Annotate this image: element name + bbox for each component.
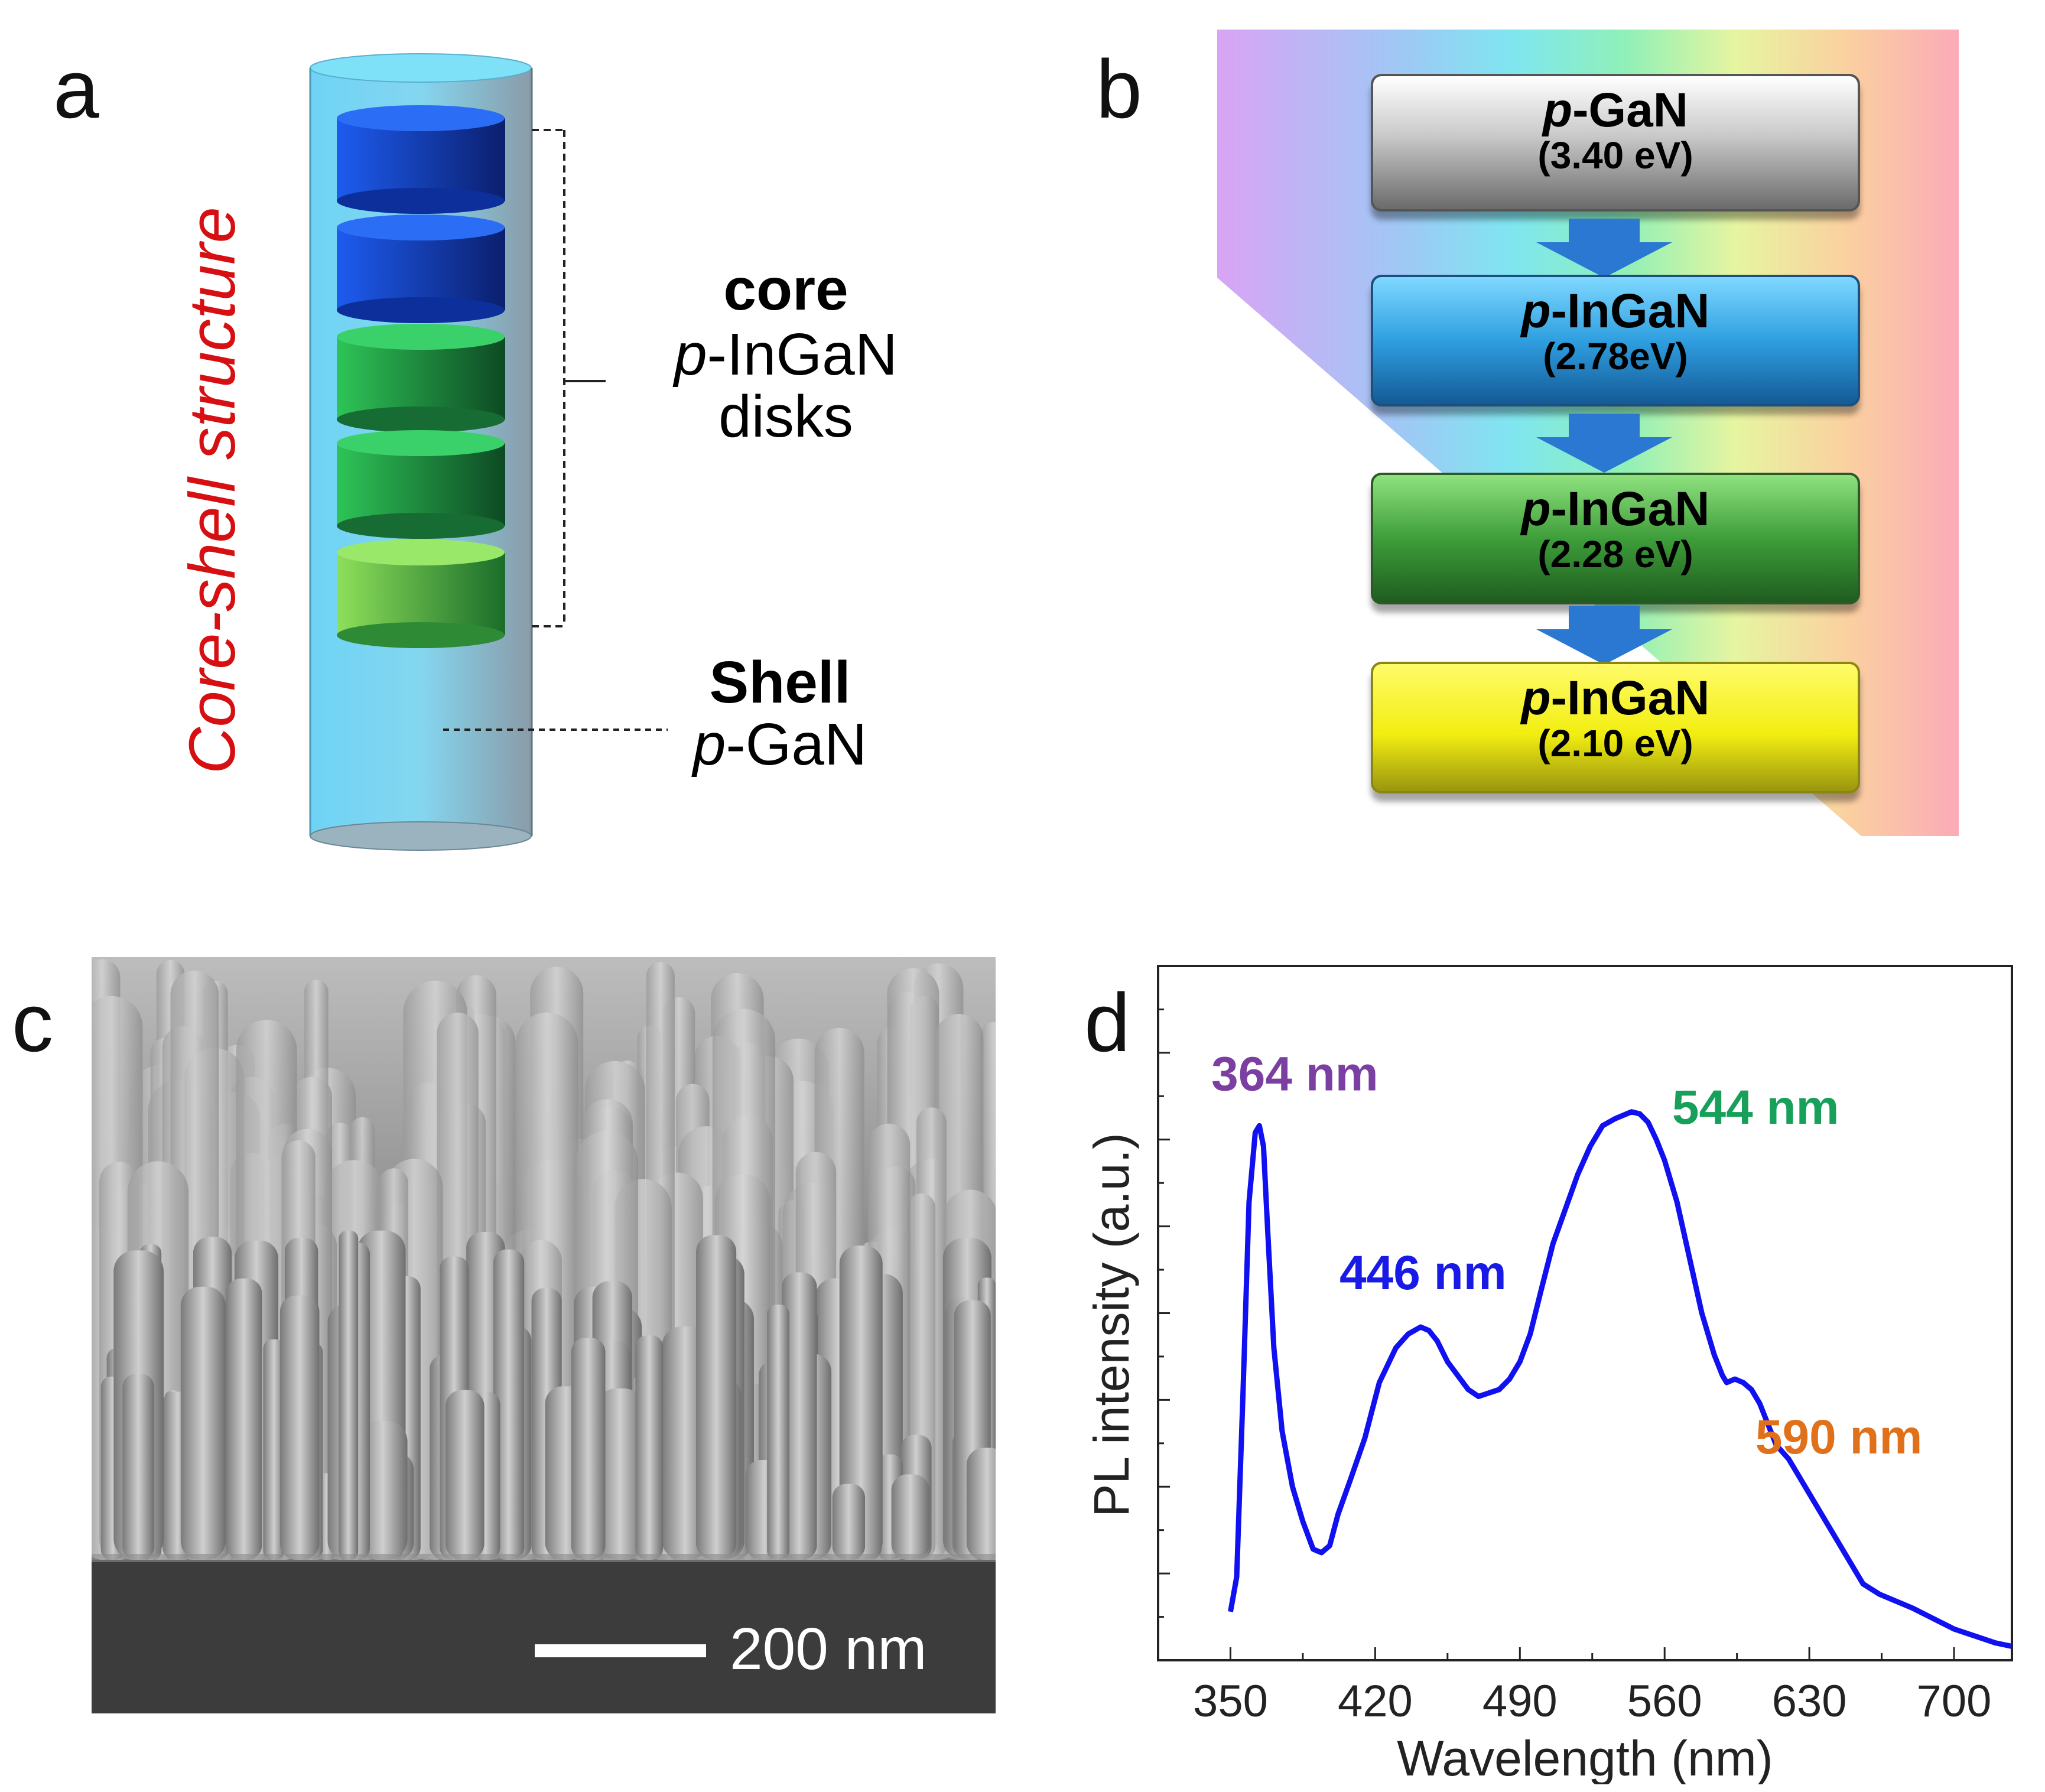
layer-box-gan: p-GaN (3.40 eV) — [1371, 74, 1860, 212]
layer-box-ingan-228: p-InGaN (2.28 eV) — [1371, 473, 1860, 604]
panel-letter-b: b — [1096, 43, 1142, 135]
layer-2-name: -InGaN — [1550, 284, 1710, 338]
nanorod — [339, 1230, 359, 1560]
disk-3 — [337, 324, 505, 432]
layer-1-name: -GaN — [1572, 83, 1688, 137]
shell-label: Shell — [709, 649, 851, 716]
nanorod — [767, 1305, 789, 1560]
down-arrow-2 — [1536, 414, 1672, 473]
x-tick-label: 700 — [1917, 1676, 1992, 1726]
shell-material-suffix: -GaN — [726, 711, 867, 778]
core-label: core — [723, 256, 848, 323]
core-disks-label: disks — [718, 383, 853, 450]
disk-4 — [337, 430, 505, 539]
nanorods-foreground — [100, 1230, 996, 1560]
nanorod — [226, 1278, 262, 1560]
nanowire-diagram — [309, 53, 668, 851]
layer-2-prefix: p — [1521, 284, 1551, 338]
layer-3-prefix: p — [1521, 482, 1551, 536]
layer-4-name: -InGaN — [1550, 671, 1710, 725]
nanorod — [122, 1374, 155, 1560]
nanorod — [263, 1339, 285, 1560]
shell-material-label: p-GaN — [650, 712, 910, 777]
layer-2-energy: (2.78eV) — [1543, 335, 1688, 378]
core-material-prefix: p — [674, 321, 707, 388]
x-axis-label: Wavelength (nm) — [1397, 1731, 1773, 1784]
layer-4-prefix: p — [1521, 671, 1551, 725]
nanorod — [571, 1338, 606, 1560]
peak-label: 446 nm — [1340, 1246, 1507, 1300]
nanorod — [279, 1295, 320, 1560]
nanorod — [596, 1388, 645, 1560]
substrate — [92, 1560, 996, 1713]
peak-label: 364 nm — [1211, 1047, 1378, 1101]
layer-3-energy: (2.28 eV) — [1537, 533, 1693, 575]
shell-material-prefix: p — [692, 711, 726, 778]
pl-spectrum-line — [1228, 1109, 2013, 1649]
disk-1 — [337, 105, 505, 214]
x-tick-label: 560 — [1627, 1676, 1702, 1726]
x-axis-ticks: 350 420 490 560 630 700 — [1193, 1647, 1991, 1726]
disk-2 — [337, 214, 505, 323]
down-arrow-3 — [1536, 606, 1672, 665]
x-tick-label: 490 — [1482, 1676, 1558, 1726]
nanorod — [839, 1245, 883, 1560]
y-axis-label: PL intensity (a.u.) — [1084, 1133, 1139, 1517]
down-arrow-1 — [1536, 219, 1672, 278]
nanorod — [966, 1448, 996, 1560]
nanorod — [445, 1390, 485, 1560]
peak-label: 590 nm — [1755, 1410, 1923, 1464]
pl-chart: 350 420 490 560 630 700 364 nm 446 nm 544 nm 590… — [1084, 965, 2013, 1784]
nanorod — [696, 1235, 737, 1560]
layer-1-prefix: p — [1542, 83, 1573, 137]
nanorod — [180, 1286, 226, 1560]
x-tick-label: 630 — [1772, 1676, 1847, 1726]
nanorod — [891, 1474, 929, 1560]
panel-letter-d: d — [1084, 976, 1130, 1069]
nanorod — [357, 1420, 408, 1560]
core-bracket — [532, 129, 565, 627]
layer-box-ingan-210: p-InGaN (2.10 eV) — [1371, 662, 1860, 793]
nanorod — [782, 1272, 817, 1560]
nanorod — [493, 1249, 525, 1560]
layer-1-energy: (3.40 eV) — [1537, 134, 1693, 177]
y-axis-ticks — [1158, 965, 1170, 1618]
layer-box-ingan-278: p-InGaN (2.78eV) — [1371, 275, 1860, 406]
core-material-label: p-InGaN — [644, 322, 928, 387]
peak-annotations: 364 nm 446 nm 544 nm 590 nm — [1211, 1047, 1922, 1464]
sem-image: 200 nm — [92, 957, 996, 1713]
panel-letter-c: c — [12, 976, 53, 1069]
scale-bar-label: 200 nm — [730, 1616, 927, 1682]
panel-letter-a: a — [53, 43, 99, 135]
disk-5 — [337, 539, 505, 648]
x-tick-label: 420 — [1338, 1676, 1413, 1726]
x-tick-label: 350 — [1193, 1676, 1268, 1726]
peak-label: 544 nm — [1672, 1081, 1839, 1134]
core-material-suffix: -InGaN — [707, 321, 898, 388]
scale-bar — [535, 1644, 706, 1657]
nanorod — [635, 1335, 664, 1560]
layer-3-name: -InGaN — [1550, 482, 1710, 536]
layer-4-energy: (2.10 eV) — [1537, 722, 1693, 765]
nanorod — [832, 1484, 866, 1560]
